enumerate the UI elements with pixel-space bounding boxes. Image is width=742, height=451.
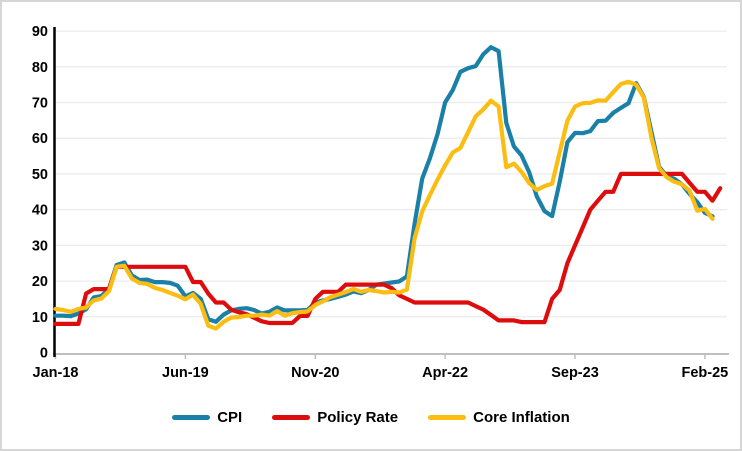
legend-label-core-inflation: Core Inflation [473,409,570,426]
y-tick-label: 0 [40,346,48,362]
y-tick-label: 10 [32,310,48,326]
y-tick-label: 30 [32,238,48,254]
legend-item-cpi: CPI [172,410,242,425]
x-tick-label: Jun-19 [162,365,209,381]
line-chart: 0 10 20 30 40 50 60 70 80 90 Jan-18 Jun-19 Nov-20 Apr… [32,24,729,381]
legend-label-cpi: CPI [217,409,243,426]
legend-item-core-inflation: Core Inflation [428,410,570,425]
policy-rate-line-swatch [272,415,311,420]
cpi-line-swatch [172,415,211,420]
x-tick-label: Apr-22 [422,365,468,381]
y-tick-label: 90 [32,24,48,40]
y-tick-label: 20 [32,274,48,290]
x-tick-label: Jan-18 [33,365,79,381]
x-tick-label: Nov-20 [291,365,339,381]
series-line-core-inflation [53,79,715,331]
series-line-policy-rate [53,171,723,326]
y-tick-label: 70 [32,96,48,112]
y-tick-label: 40 [32,203,48,219]
y-tick-label: 80 [32,60,48,76]
y-tick-label: 60 [32,131,48,147]
legend-label-policy-rate: Policy Rate [317,409,399,426]
legend-item-policy-rate: Policy Rate [272,410,398,425]
core-inflation-line-swatch [428,415,467,420]
chart-legend: CPI Policy Rate Core Inflation [2,410,740,425]
y-tick-label: 50 [32,167,48,183]
x-tick-label: Feb-25 [682,365,729,381]
x-tick-label: Sep-23 [551,365,599,381]
